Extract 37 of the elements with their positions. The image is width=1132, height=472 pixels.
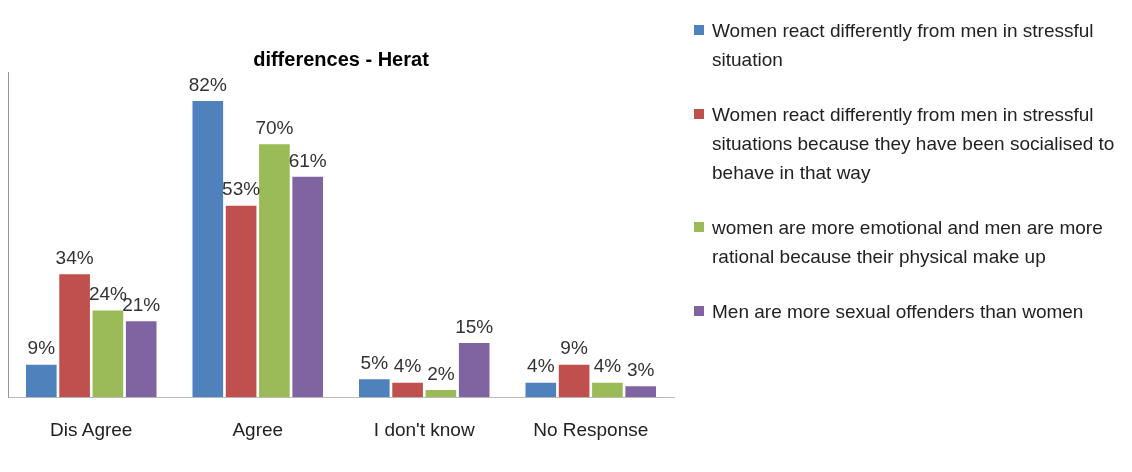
legend-label: women are more emotional and men are more rational because their physical make up xyxy=(712,216,1104,269)
x-tick-label: I don't know xyxy=(373,418,475,440)
bar xyxy=(192,100,224,398)
bar xyxy=(259,144,290,398)
legend-label: Women react differently from men in stressful situation xyxy=(712,19,1095,72)
data-label: 82% xyxy=(188,73,227,95)
data-label: 70% xyxy=(255,117,294,138)
data-label: 4% xyxy=(593,355,622,377)
x-tick-label: No Response xyxy=(533,418,649,440)
data-label: 34% xyxy=(55,247,94,269)
bar xyxy=(25,364,57,398)
data-label: 4% xyxy=(527,355,555,377)
bar xyxy=(525,382,557,398)
legend-label: Women react differently from men in stressful situations because they have been socialised to behave in that way xyxy=(712,103,1116,185)
bar xyxy=(592,382,623,398)
data-label: 9% xyxy=(560,337,588,359)
legend-label: Men are more sexual offenders than women xyxy=(712,300,1084,324)
data-label: 4% xyxy=(393,355,422,377)
bar xyxy=(458,343,490,398)
bar xyxy=(292,176,324,398)
bar xyxy=(59,274,90,398)
data-label: 15% xyxy=(455,315,494,337)
data-label: 9% xyxy=(27,337,56,359)
bar xyxy=(225,205,257,398)
bar xyxy=(358,379,390,398)
data-label: 3% xyxy=(626,359,655,381)
data-label: 5% xyxy=(360,351,389,373)
bar xyxy=(425,389,457,398)
chart-title: differences - Herat xyxy=(253,47,430,70)
bar xyxy=(625,386,657,398)
bar xyxy=(558,364,590,398)
x-tick-label: Agree xyxy=(232,418,284,440)
bar xyxy=(92,310,124,398)
bar xyxy=(125,321,157,398)
bar xyxy=(392,382,423,398)
data-label: 2% xyxy=(427,362,455,384)
x-tick-label: Dis Agree xyxy=(50,418,133,440)
